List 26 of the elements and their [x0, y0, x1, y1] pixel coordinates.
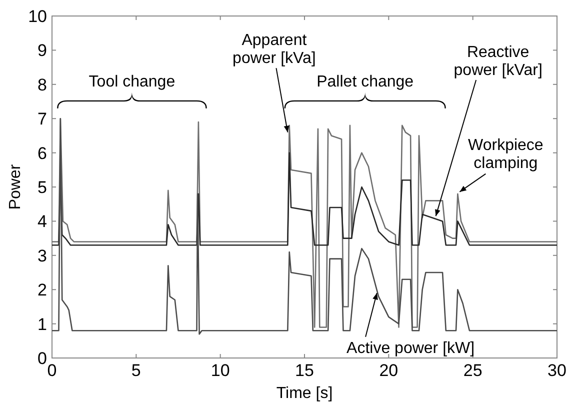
y-tick-label: 10 — [28, 7, 47, 26]
y-tick-label: 5 — [38, 178, 47, 197]
x-tick-label: 15 — [295, 361, 314, 380]
y-tick-label: 7 — [38, 110, 47, 129]
x-tick-label: 25 — [463, 361, 482, 380]
text: Reactive power [kVar] — [454, 44, 542, 80]
y-tick-label: 1 — [38, 314, 47, 334]
text: Apparent power [kVa] — [232, 32, 316, 68]
line-series — [51, 152, 558, 246]
y-tick-label: 6 — [38, 144, 47, 163]
x-axis-title: Time [s] — [276, 385, 333, 402]
x-tick-label: 5 — [131, 361, 141, 380]
annotation: Tool change — [88, 73, 176, 90]
y-tick-label: 3 — [38, 246, 47, 266]
x-tick-label: 10 — [210, 361, 230, 380]
y-tick-label: 2 — [38, 280, 47, 300]
y-tick-label: 0 — [38, 349, 47, 368]
y-axis-title: Power — [7, 164, 24, 210]
y-tick-label: 4 — [38, 212, 47, 232]
annotation: Workpiece clamping — [468, 136, 544, 172]
y-tick-label: 8 — [38, 75, 47, 94]
x-tick-label: 20 — [379, 361, 398, 380]
series-label: Active power [kW] — [346, 340, 475, 357]
annotation: Pallet change — [316, 73, 414, 90]
y-tick-label: 9 — [38, 41, 47, 60]
x-tick-label: 30 — [548, 361, 566, 380]
